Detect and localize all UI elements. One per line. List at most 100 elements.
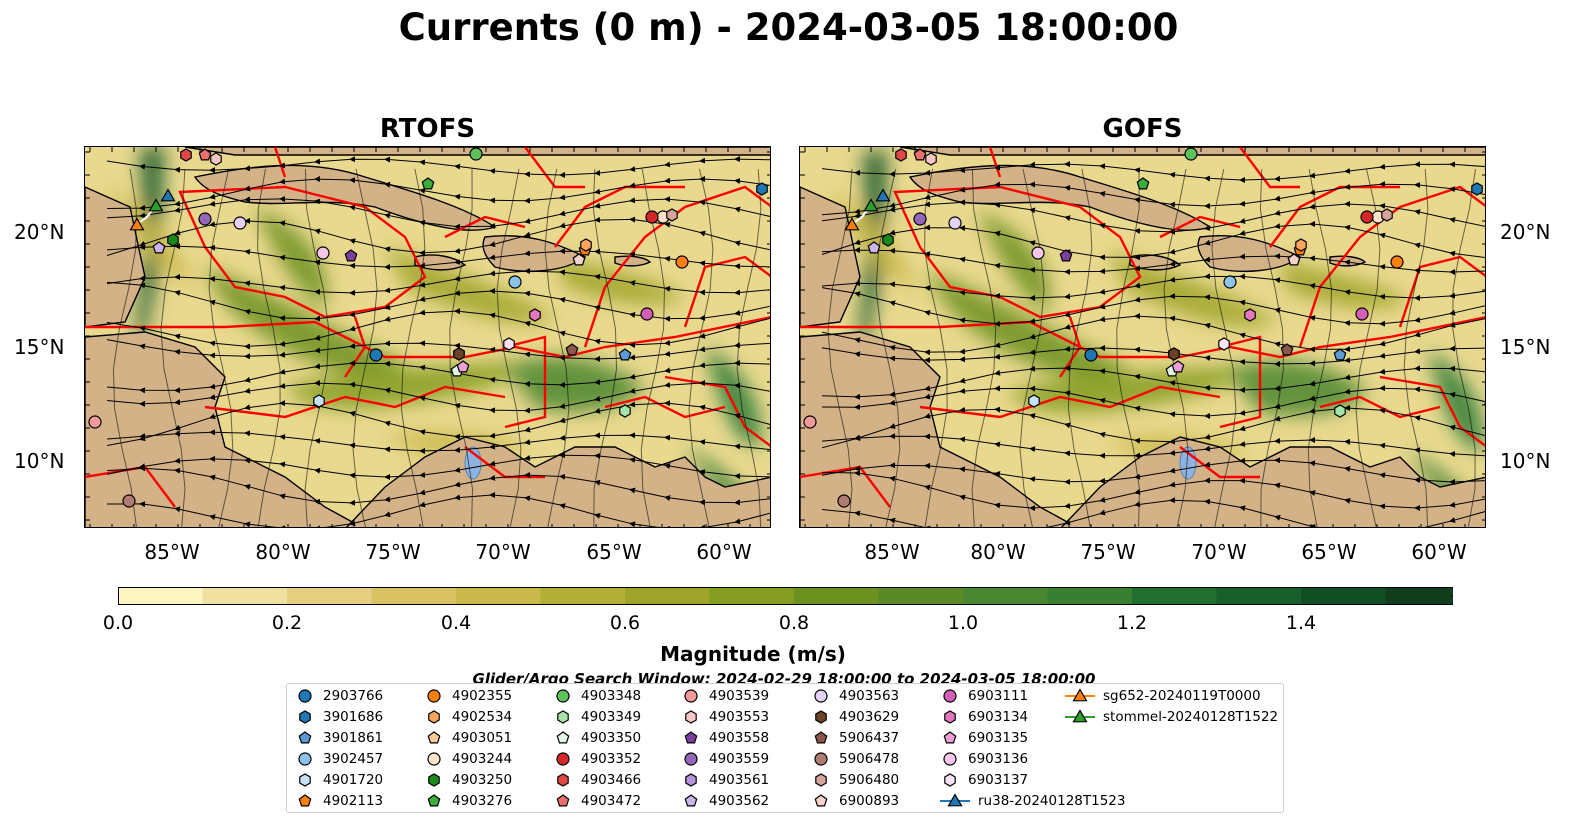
float-marker bbox=[1471, 182, 1483, 196]
float-marker bbox=[645, 210, 659, 224]
legend-marker-icon bbox=[556, 794, 570, 807]
colorbar-segment bbox=[709, 587, 795, 605]
legend-label: 4903559 bbox=[709, 751, 770, 767]
legend-item: 4903348 bbox=[553, 686, 641, 706]
colorbar-segment bbox=[625, 587, 710, 605]
float-marker bbox=[618, 348, 632, 361]
glider-marker bbox=[875, 188, 891, 202]
colorbar-tick-1.4: 1.4 bbox=[1285, 612, 1317, 634]
streamline bbox=[971, 168, 997, 527]
lon-label-85w-left: 85°W bbox=[144, 540, 200, 564]
legend-item: 4903558 bbox=[681, 728, 769, 748]
colorbar-segment bbox=[202, 587, 288, 605]
float-marker bbox=[1381, 208, 1393, 222]
float-marker bbox=[803, 415, 817, 429]
legend-label: sg652-20240119T0000 bbox=[1103, 688, 1261, 704]
legend-label: 4903553 bbox=[709, 709, 770, 725]
legend-marker-icon bbox=[427, 731, 441, 744]
float-marker bbox=[619, 404, 631, 418]
float-marker bbox=[122, 494, 136, 508]
legend-marker-icon bbox=[814, 731, 828, 744]
current-streamlines bbox=[821, 161, 1485, 527]
legend-marker-icon bbox=[427, 689, 441, 703]
legend-label: 4903352 bbox=[581, 751, 642, 767]
streamline bbox=[1116, 168, 1141, 527]
float-marker bbox=[580, 238, 592, 252]
legend-item: ru38-20240128T1523 bbox=[940, 791, 1125, 811]
float-marker bbox=[666, 208, 678, 222]
float-marker bbox=[913, 212, 927, 226]
colorbar-label: Magnitude (m/s) bbox=[660, 642, 846, 666]
legend-label: 4903250 bbox=[452, 772, 513, 788]
legend-label: 4903561 bbox=[709, 772, 770, 788]
gofs-current-map bbox=[799, 146, 1486, 528]
legend-marker-icon bbox=[427, 752, 441, 766]
legend-item: stommel-20240128T1522 bbox=[1065, 707, 1278, 727]
float-marker bbox=[1184, 147, 1198, 161]
streamline bbox=[1259, 168, 1285, 527]
lat-label-10n-right: 10°N bbox=[1500, 449, 1551, 473]
colorbar-segment bbox=[794, 587, 879, 605]
legend-item: 4903250 bbox=[424, 770, 512, 790]
lon-label-65w-right: 65°W bbox=[1301, 540, 1357, 564]
float-marker bbox=[1028, 394, 1040, 408]
streamline bbox=[1211, 168, 1237, 527]
float-marker bbox=[1136, 177, 1150, 190]
colorbar-segment bbox=[1301, 587, 1386, 605]
rtofs-current-map bbox=[84, 146, 771, 528]
legend-item: 6903136 bbox=[940, 749, 1028, 769]
float-markers bbox=[88, 147, 768, 508]
legend-item: 4903561 bbox=[681, 770, 769, 790]
float-marker bbox=[152, 241, 166, 254]
legend-marker-icon bbox=[685, 773, 697, 787]
streamline bbox=[352, 168, 378, 527]
legend-item: 3901861 bbox=[295, 728, 383, 748]
legend-marker-icon bbox=[684, 731, 698, 744]
streamline bbox=[208, 168, 234, 527]
colorbar-tick-0.6: 0.6 bbox=[609, 612, 641, 634]
legend-item: 4903562 bbox=[681, 791, 769, 811]
float-marker bbox=[1334, 404, 1346, 418]
legend-item: 4903553 bbox=[681, 707, 769, 727]
float-marker bbox=[913, 148, 927, 161]
legend-label: 5906478 bbox=[839, 751, 900, 767]
legend-marker-icon bbox=[684, 752, 698, 766]
legend-item: 6903134 bbox=[940, 707, 1028, 727]
streamline bbox=[106, 243, 770, 271]
streamline bbox=[106, 429, 770, 454]
float-marker bbox=[508, 275, 522, 289]
colorbar-segment bbox=[1216, 587, 1302, 605]
streamline bbox=[1019, 168, 1045, 527]
streamline bbox=[1067, 168, 1093, 527]
colorbar-tick-0.0: 0.0 bbox=[102, 612, 134, 634]
streamline bbox=[449, 168, 474, 527]
float-marker bbox=[895, 148, 907, 162]
colorbar-segment bbox=[456, 587, 541, 605]
colorbar-segment bbox=[1047, 587, 1133, 605]
streamline bbox=[1403, 168, 1429, 527]
streamline bbox=[821, 161, 1485, 184]
legend-label: 4902534 bbox=[452, 709, 513, 725]
legend-marker-icon bbox=[299, 710, 311, 724]
lon-label-75w-left: 75°W bbox=[365, 540, 421, 564]
float-marker bbox=[948, 216, 962, 230]
float-marker bbox=[1084, 348, 1098, 362]
colorbar-tick-0.2: 0.2 bbox=[271, 612, 303, 634]
float-marker bbox=[1031, 246, 1045, 260]
colorbar-segment bbox=[878, 587, 964, 605]
streamline bbox=[304, 168, 330, 527]
legend-item: 4903563 bbox=[811, 686, 899, 706]
legend-marker-icon bbox=[556, 689, 570, 703]
float-marker bbox=[198, 212, 212, 226]
lat-label-15n-left: 15°N bbox=[14, 335, 65, 359]
float-marker bbox=[1287, 253, 1301, 266]
streamline bbox=[1355, 168, 1381, 527]
legend-marker-icon bbox=[556, 752, 570, 766]
legend-marker-icon bbox=[427, 794, 441, 807]
streamline bbox=[106, 156, 770, 178]
streamline bbox=[924, 168, 948, 527]
colorbar-tick-1.2: 1.2 bbox=[1116, 612, 1148, 634]
lon-label-85w-right: 85°W bbox=[864, 540, 920, 564]
float-marker bbox=[1168, 347, 1180, 361]
gofs-panel-title: GOFS bbox=[1102, 114, 1183, 144]
